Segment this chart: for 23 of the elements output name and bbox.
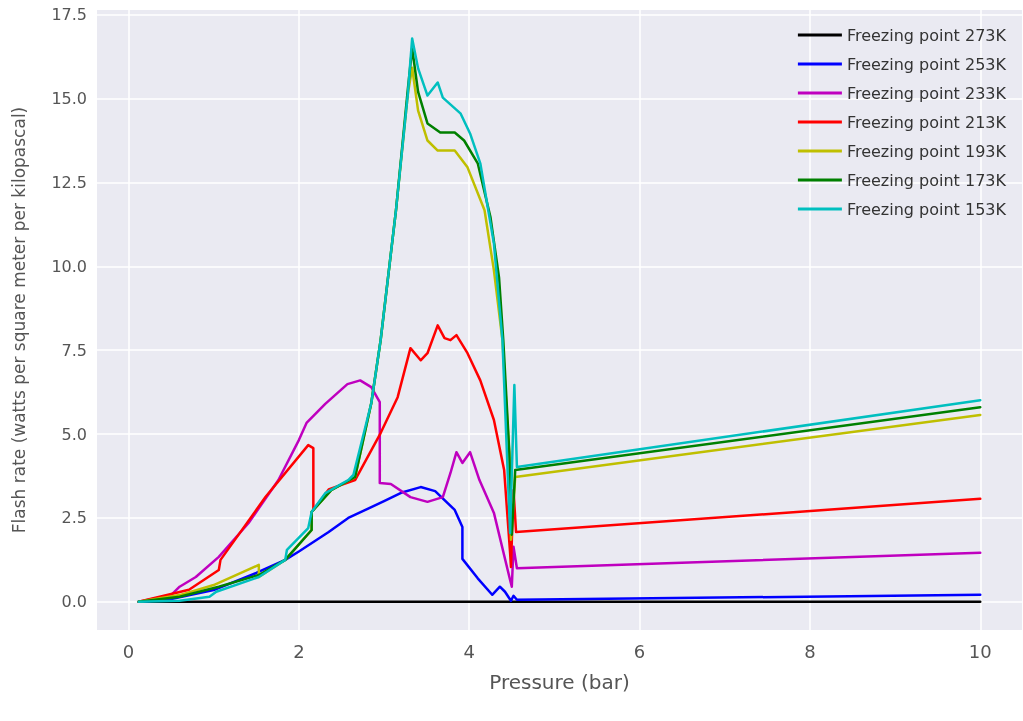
legend-label: Freezing point 273K bbox=[846, 25, 1007, 45]
y-tick-label: 5.0 bbox=[61, 424, 87, 444]
x-tick-label: 4 bbox=[463, 640, 475, 662]
y-axis-title: Flash rate (watts per square meter per kilopascal) bbox=[8, 106, 29, 534]
legend-label: Freezing point 253K bbox=[846, 54, 1007, 74]
x-tick-label: 6 bbox=[633, 640, 646, 662]
y-tick-label: 7.5 bbox=[61, 340, 87, 360]
legend-label: Freezing point 173K bbox=[846, 170, 1007, 190]
x-tick-label: 0 bbox=[122, 640, 135, 662]
legend-label: Freezing point 153K bbox=[846, 199, 1007, 219]
y-tick-label: 10.0 bbox=[51, 256, 87, 276]
y-tick-label: 0.0 bbox=[61, 592, 87, 612]
legend-label: Freezing point 193K bbox=[846, 141, 1007, 161]
y-tick-label: 12.5 bbox=[51, 172, 87, 192]
x-axis-title: Pressure (bar) bbox=[489, 670, 630, 694]
x-tick-label: 8 bbox=[804, 640, 816, 662]
legend-label: Freezing point 213K bbox=[846, 112, 1007, 132]
legend-label: Freezing point 233K bbox=[846, 83, 1007, 103]
x-tick-label: 10 bbox=[968, 640, 992, 662]
x-tick-label: 2 bbox=[293, 640, 305, 662]
y-tick-label: 2.5 bbox=[61, 508, 87, 528]
y-tick-label: 15.0 bbox=[51, 89, 87, 109]
y-tick-label: 17.5 bbox=[51, 5, 87, 25]
